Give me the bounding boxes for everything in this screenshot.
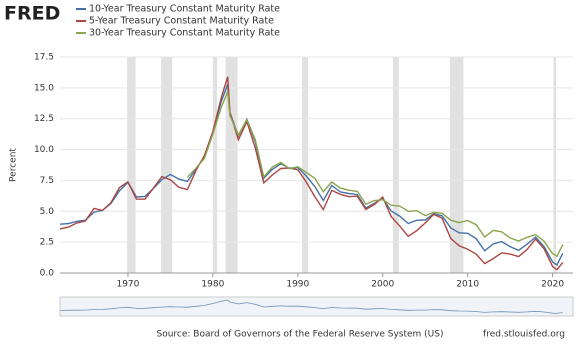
y-tick-label: 15.0 — [34, 83, 54, 93]
series-line — [59, 83, 564, 267]
source: Source: Board of Governors of the Federa… — [157, 330, 444, 340]
y-tick-label: 10.0 — [34, 145, 54, 155]
y-tick-label: 5.0 — [40, 207, 55, 217]
recession-band — [392, 57, 399, 273]
recession-band — [161, 57, 173, 273]
legend-label: 5-Year Treasury Constant Maturity Rate — [89, 16, 274, 27]
y-tick-label: 17.5 — [34, 53, 54, 63]
recession-band — [553, 57, 557, 273]
site: fred.stlouisfed.org — [483, 330, 565, 340]
series-line — [186, 91, 564, 258]
recession-band — [302, 57, 309, 273]
legend-label: 30-Year Treasury Constant Maturity Rate — [89, 28, 280, 39]
y-tick-label: 12.5 — [34, 114, 54, 124]
x-tick-label: 2000 — [371, 280, 394, 290]
y-tick-label: 2.5 — [40, 238, 54, 248]
x-tick-label: 1970 — [116, 280, 139, 290]
y-axis-label: Percent — [9, 148, 19, 182]
x-tick-label: 2020 — [541, 280, 564, 290]
recession-band — [127, 57, 136, 273]
recession-band — [449, 57, 464, 273]
y-tick-label: 7.5 — [40, 176, 54, 186]
logo: FRED — [4, 3, 60, 25]
navigator — [59, 296, 574, 317]
legend-label: 10-Year Treasury Constant Maturity Rate — [89, 4, 280, 15]
series-line — [59, 76, 564, 271]
y-tick-label: 0.0 — [40, 269, 55, 279]
x-tick-label: 1980 — [201, 280, 224, 290]
navigator-line — [59, 299, 563, 314]
recession-band — [212, 57, 218, 273]
x-tick-label: 2010 — [456, 280, 479, 290]
x-tick-label: 1990 — [286, 280, 309, 290]
recession-band — [225, 57, 238, 273]
